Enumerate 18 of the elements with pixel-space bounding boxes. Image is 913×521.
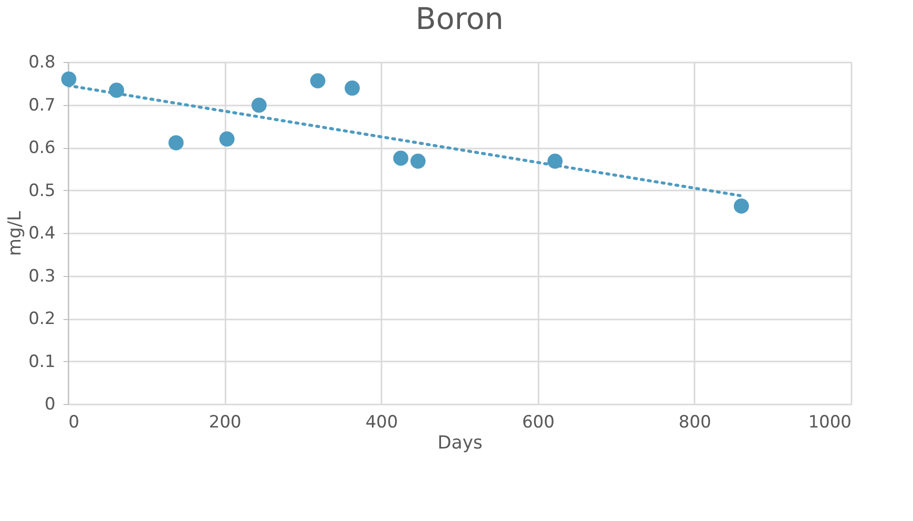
x-tick-label: 400 <box>365 412 398 432</box>
y-axis-title: mg/L <box>4 210 26 256</box>
y-tick-label: 0.5 <box>28 180 56 201</box>
x-tick-label: 0 <box>68 412 80 432</box>
y-tick-label: 0 <box>44 394 56 414</box>
x-axis-title: Days <box>438 432 482 454</box>
y-tick-label: 0.6 <box>28 138 56 158</box>
x-tick-label: 600 <box>522 412 555 432</box>
y-tick-label: 0.8 <box>28 52 56 72</box>
y-tick-label: 0.4 <box>28 224 56 244</box>
y-tick-label: 0.2 <box>28 309 56 329</box>
x-tick-label: 800 <box>678 412 712 432</box>
x-tick-label: 200 <box>208 412 242 432</box>
x-tick-label: 1000 <box>808 412 852 432</box>
chart-title: Boron <box>416 2 504 37</box>
y-tick-label: 0.1 <box>28 352 56 372</box>
y-tick-label: 0.7 <box>28 95 56 116</box>
y-tick-label: 0.3 <box>28 266 56 286</box>
